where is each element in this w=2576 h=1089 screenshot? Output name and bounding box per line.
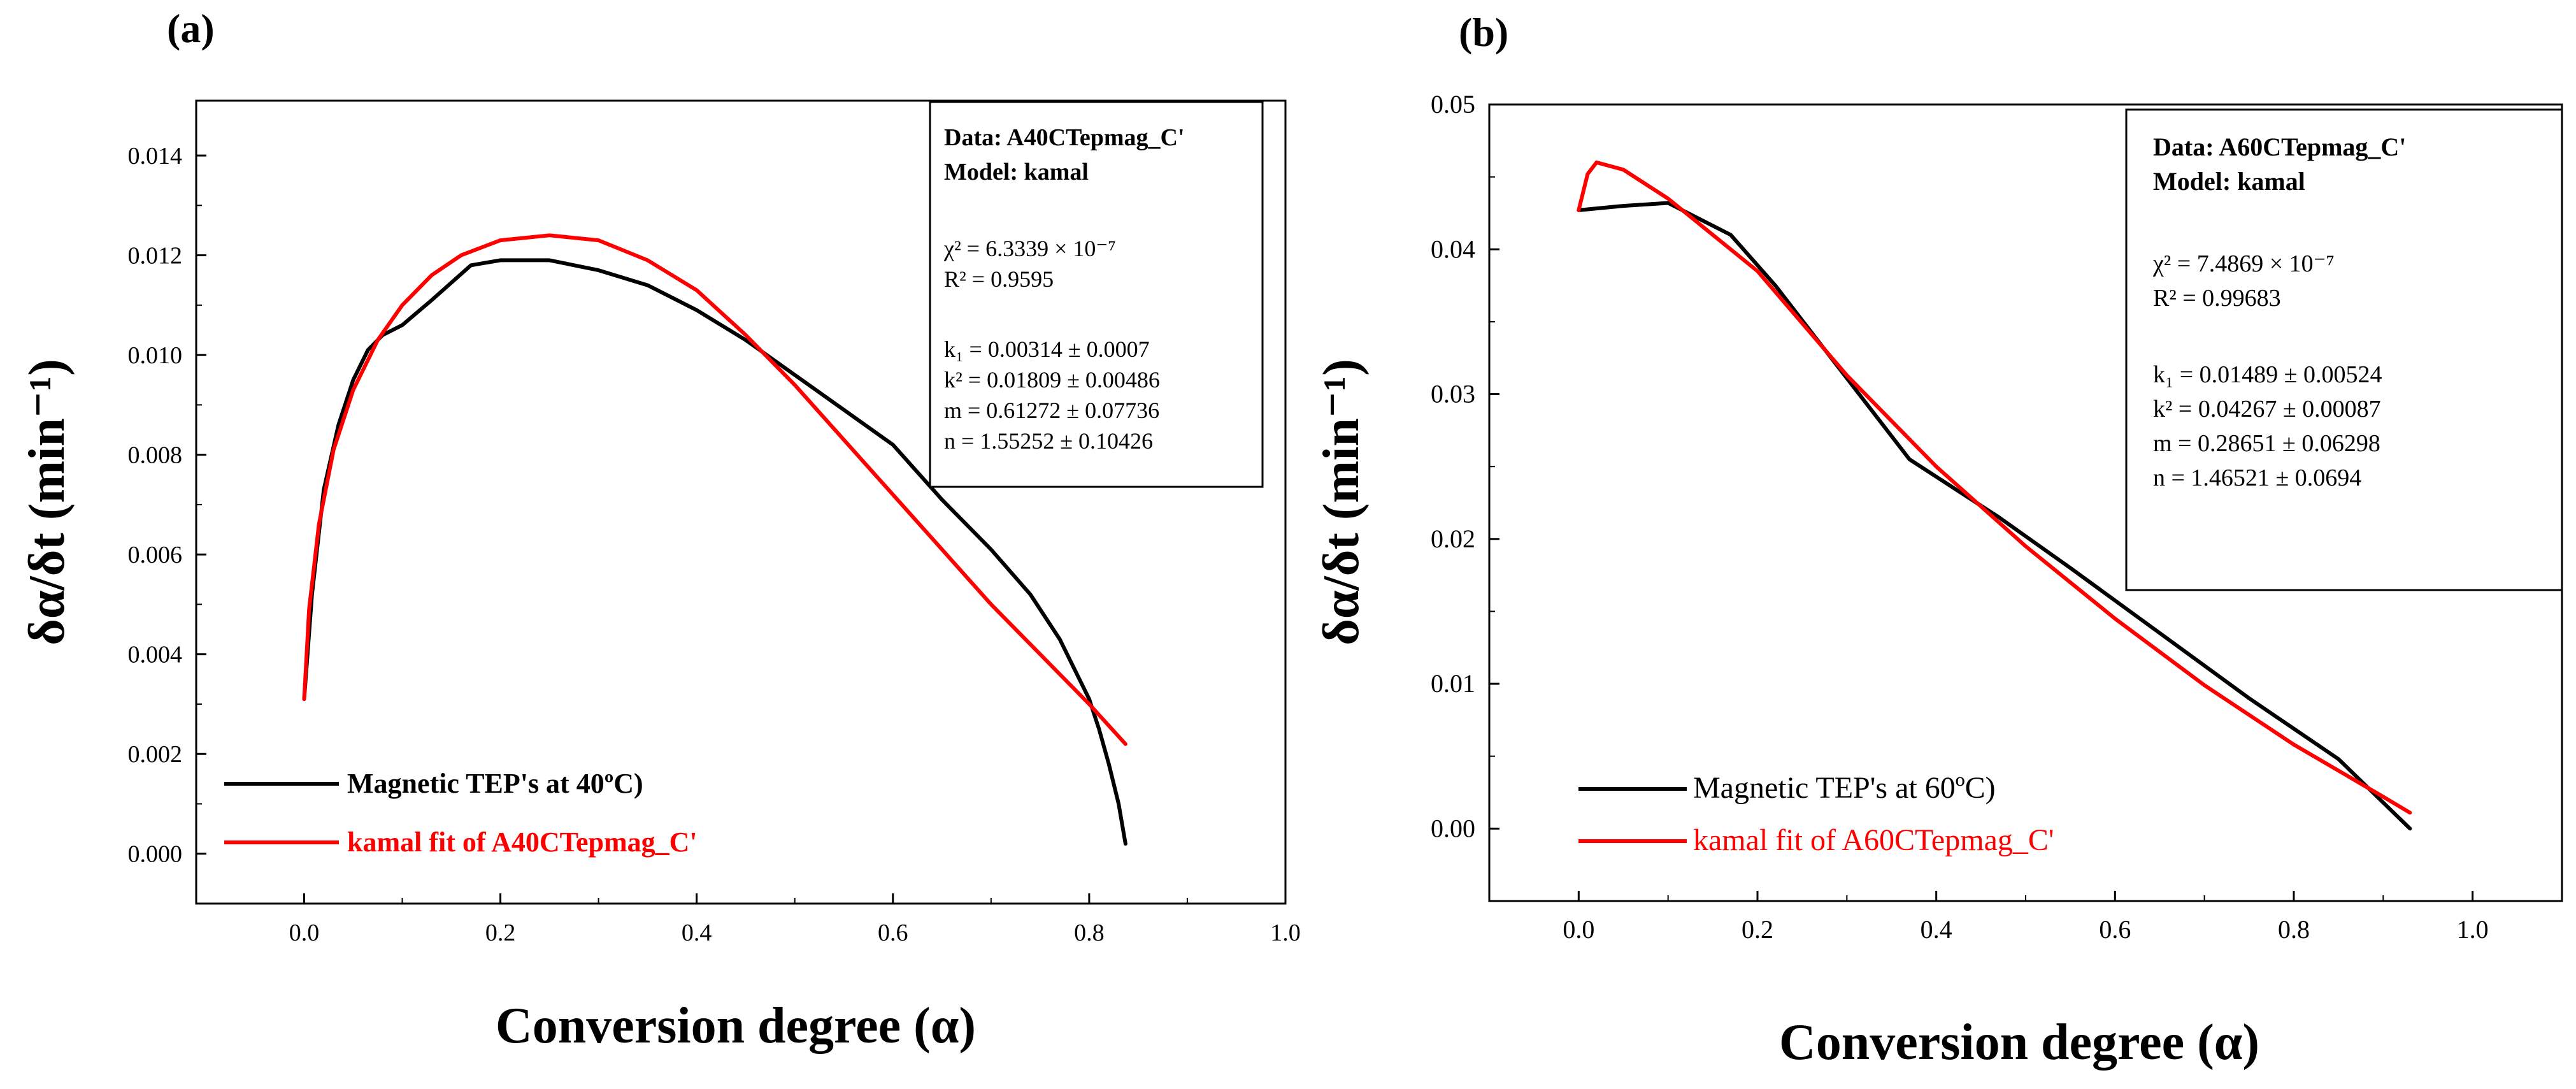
panel-b-x-tick-label: 0.4	[1921, 915, 1952, 944]
panel-b-info-m: m = 0.28651 ± 0.06298	[2153, 430, 2380, 457]
panel-a-legend-label-fit: kamal fit of A40CTepmag_C'	[347, 826, 698, 858]
panel-a-info-m: m = 0.61272 ± 0.07736	[944, 398, 1159, 423]
panel-a-y-tick-label: 0.008	[128, 442, 183, 469]
panel-b-x-tick-label: 0.6	[2099, 915, 2131, 944]
panel-b-legend-label-data: Magnetic TEP's at 60ºC)	[1693, 771, 1996, 805]
panel-a-info-chi2: χ² = 6.3339 × 10⁻⁷	[943, 236, 1116, 261]
panel-b-x-tick-label: 0.0	[1563, 915, 1594, 944]
panel-b-x-tick-label: 0.2	[1742, 915, 1773, 944]
panel-a-plot-frame	[195, 99, 1287, 905]
panel-a-y-ticks: 0.000 0.002 0.004 0.006 0.008 0.010 0.012 0.014	[128, 143, 206, 868]
panel-a-x-tick-label: 0.8	[1074, 920, 1105, 946]
panel-a-x-tick-label: 0.4	[682, 920, 712, 946]
panel-a-x-tick-label: 0.6	[878, 920, 908, 946]
panel-a-series	[302, 233, 1127, 846]
panel-a-fit-line	[302, 233, 1127, 746]
panel-a-info-box: Data: A40CTepmag_C' Model: kamal χ² = 6.…	[929, 101, 1264, 488]
panel-b-x-tick-label: 0.8	[2278, 915, 2310, 944]
panel-a-y-tick-label: 0.002	[128, 741, 183, 768]
panel-b: (b) 0.000.010.020.030.040.05 0.0 0.2 0.4 0.…	[1313, 10, 2563, 1071]
panel-b-legend: Magnetic TEP's at 60ºC) kamal fit of A60…	[1578, 771, 2054, 857]
panel-a-y-tick-label: 0.014	[128, 143, 183, 169]
panel-a-y-tick-label: 0.004	[128, 642, 183, 668]
panel-a-legend: Magnetic TEP's at 40ºC) kamal fit of A40…	[224, 768, 698, 858]
panel-a-info-box-frame	[929, 101, 1264, 488]
panel-a-label: (a)	[167, 6, 215, 51]
panel-a-info-n: n = 1.55252 ± 0.10426	[944, 428, 1153, 454]
panel-a-x-tick-label: 1.0	[1270, 920, 1301, 946]
panel-b-fit-line	[1577, 160, 2412, 815]
panel-b-info-box-frame	[2125, 108, 2563, 591]
panel-b-y-tick-label: 0.04	[1431, 234, 1475, 263]
panel-a-x-ticks: 0.0 0.2 0.4 0.6 0.8 1.0	[289, 893, 1301, 946]
panel-b-x-ticks: 0.0 0.2 0.4 0.6 0.8 1.0	[1563, 891, 2489, 944]
panel-a-info-r2: R² = 0.9595	[944, 266, 1054, 292]
panel-a-y-tick-label: 0.006	[128, 542, 183, 568]
panel-b-info-data: Data: A60CTepmag_C'	[2153, 133, 2406, 161]
panel-a-x-tick-label: 0.0	[289, 920, 320, 946]
panel-a-info-k1: k₁ = 0.00314 ± 0.0007	[944, 336, 1150, 362]
panel-b-x-tick-label: 1.0	[2457, 915, 2489, 944]
panel-a-x-axis-label: Conversion degree (α)	[496, 998, 976, 1054]
panel-b-info-n: n = 1.46521 ± 0.0694	[2153, 465, 2361, 491]
panel-b-x-axis-label: Conversion degree (α)	[1779, 1014, 2259, 1071]
panel-a: (a) 0.0000.0020.0040.0060.0080.0100.0120…	[19, 6, 1301, 1054]
panel-b-y-tick-label: 0.00	[1431, 814, 1475, 842]
panel-b-legend-label-fit: kamal fit of A60CTepmag_C'	[1693, 823, 2054, 857]
panel-a-data-line	[302, 258, 1127, 846]
panel-a-y-tick-label: 0.000	[128, 841, 183, 868]
panel-b-info-r2: R² = 0.99683	[2153, 285, 2281, 312]
panel-b-info-k1: k₁ = 0.01489 ± 0.00524	[2153, 361, 2382, 388]
panel-b-info-k2: k² = 0.04267 ± 0.00087	[2153, 396, 2381, 422]
panel-b-label: (b)	[1459, 10, 1508, 55]
panel-a-info-data: Data: A40CTepmag_C'	[944, 124, 1185, 151]
panel-b-y-tick-label: 0.03	[1431, 380, 1475, 408]
panel-a-x-tick-label: 0.2	[485, 920, 516, 946]
panel-b-y-ticks: 0.00 0.01 0.02 0.03 0.04 0.05	[1431, 90, 1499, 842]
panel-a-y-axis-label: δα/δt (min⁻¹)	[19, 359, 75, 645]
panel-b-info-chi2: χ² = 7.4869 × 10⁻⁷	[2152, 250, 2335, 277]
panel-a-y-tick-label: 0.010	[128, 342, 183, 369]
panel-b-info-box: Data: A60CTepmag_C' Model: kamal χ² = 7.…	[2125, 108, 2563, 591]
panel-b-series	[1577, 160, 2412, 831]
panel-a-info-model: Model: kamal	[944, 159, 1089, 185]
panel-a-info-k2: k² = 0.01809 ± 0.00486	[944, 367, 1160, 393]
panel-b-info-model: Model: kamal	[2153, 167, 2305, 196]
panel-a-y-tick-label: 0.012	[128, 243, 183, 270]
panel-b-y-axis-label: δα/δt (min⁻¹)	[1313, 359, 1370, 645]
panel-b-y-tick-label: 0.02	[1431, 524, 1475, 553]
panel-b-y-tick-label: 0.05	[1431, 90, 1475, 119]
panel-a-legend-label-data: Magnetic TEP's at 40ºC)	[347, 768, 643, 799]
panel-b-y-tick-label: 0.01	[1431, 669, 1475, 698]
